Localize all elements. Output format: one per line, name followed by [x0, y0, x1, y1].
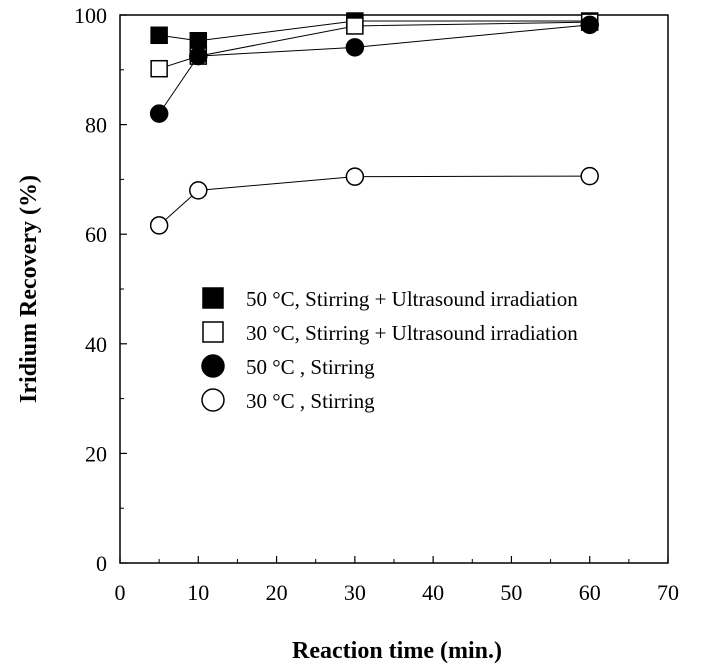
legend-label: 30 °C, Stirring + Ultrasound irradiation [246, 321, 578, 345]
data-point-s3 [189, 46, 208, 66]
x-tick-label: 60 [579, 580, 601, 605]
data-point-s4 [149, 216, 169, 235]
series-points [149, 12, 599, 235]
x-tick-label: 40 [422, 580, 444, 605]
data-point-s1 [189, 32, 208, 50]
data-point-s4 [189, 181, 208, 200]
x-tick-label: 10 [187, 580, 209, 605]
y-axis-title: Iridium Recovery (%) [16, 175, 42, 403]
axis-ticks: 0 10 20 30 40 50 60 70 0 20 40 60 80 100 [74, 3, 679, 605]
legend-label: 30 °C , Stirring [246, 389, 375, 413]
x-tick-label: 50 [500, 580, 522, 605]
legend-marker [202, 321, 224, 343]
x-tick-label: 70 [657, 580, 679, 605]
y-tick-label: 80 [85, 113, 107, 138]
legend-marker [201, 354, 225, 378]
x-tick-label: 20 [266, 580, 288, 605]
legend-marker [202, 287, 224, 309]
series-line-4 [158, 175, 590, 226]
y-tick-label: 100 [74, 3, 107, 28]
data-point-s4 [580, 166, 599, 186]
series-line-3 [158, 24, 590, 114]
y-tick-label: 40 [85, 332, 107, 357]
legend-label: 50 °C , Stirring [246, 355, 375, 379]
legend-marker [201, 388, 225, 412]
data-point-s4 [345, 167, 365, 186]
x-tick-label: 30 [344, 580, 366, 605]
y-tick-label: 60 [85, 222, 107, 247]
series-lines [158, 20, 590, 226]
series-line-1 [159, 20, 590, 42]
series-line-2 [158, 21, 590, 70]
data-point-s3 [580, 15, 599, 35]
y-tick-label: 0 [96, 551, 107, 576]
legend: 50 °C, Stirring + Ultrasound irradiation… [201, 287, 578, 413]
data-point-s2 [346, 17, 364, 35]
data-point-s3 [149, 104, 169, 123]
y-tick-label: 20 [85, 441, 107, 466]
legend-label: 50 °C, Stirring + Ultrasound irradiation [246, 287, 578, 311]
data-point-s3 [345, 38, 365, 57]
x-axis-title: Reaction time (min.) [292, 638, 502, 664]
data-point-s1 [150, 26, 168, 45]
x-tick-label: 0 [115, 580, 126, 605]
data-point-s2 [150, 59, 168, 78]
